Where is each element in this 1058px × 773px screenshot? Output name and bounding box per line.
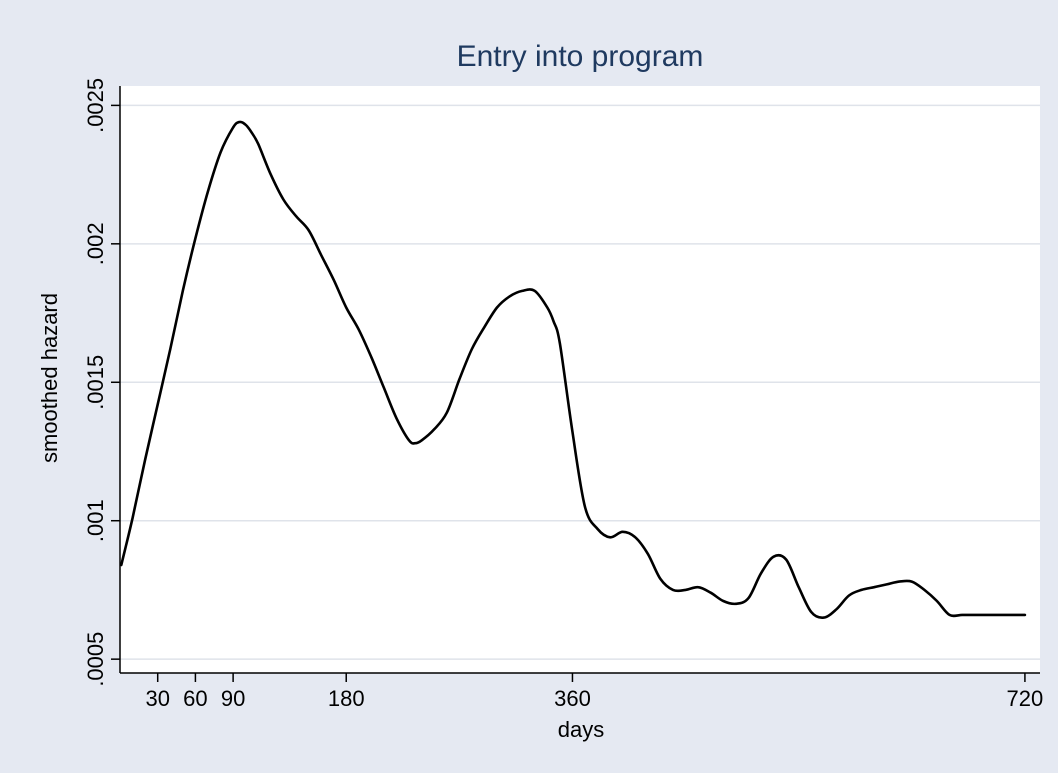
y-tick-label: .002	[83, 222, 108, 265]
y-tick-label: .0005	[83, 632, 108, 687]
x-tick-label: 90	[221, 686, 245, 711]
x-tick-label: 360	[554, 686, 591, 711]
y-tick-label: .001	[83, 499, 108, 542]
y-tick-label: .0025	[83, 78, 108, 133]
grid-lines	[120, 104, 1040, 660]
x-tick-label: 180	[328, 686, 365, 711]
y-axis-label: smoothed hazard	[37, 293, 62, 463]
plot-area	[120, 86, 1040, 673]
x-axis-label: days	[558, 717, 604, 742]
x-tick-label: 720	[1007, 686, 1044, 711]
hazard-line	[120, 120, 1027, 620]
x-tick-label: 30	[145, 686, 169, 711]
y-tick-label: .0015	[83, 355, 108, 410]
chart-title: Entry into program	[457, 40, 704, 73]
x-tick-label: 60	[183, 686, 207, 711]
x-ticks: 30 60 90 180 360 720	[145, 673, 1043, 711]
y-ticks: .0005 .001 .0015 .002 .0025	[83, 78, 120, 687]
